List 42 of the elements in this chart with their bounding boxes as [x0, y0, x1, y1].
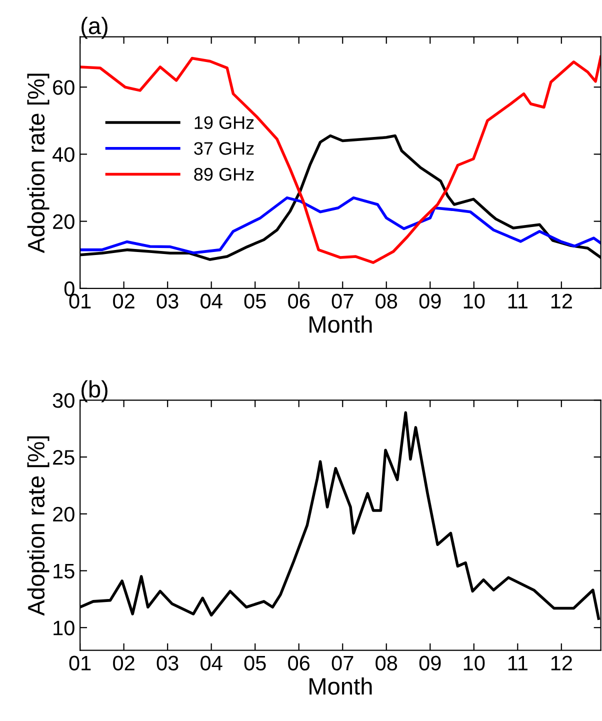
line-series [80, 196, 601, 254]
y-tick-label: 25 [53, 450, 74, 465]
line-series [80, 56, 601, 264]
x-tick-label: 04 [200, 294, 222, 309]
y-tick-label: 60 [53, 80, 74, 95]
x-tick-label: 07 [332, 656, 354, 671]
x-tick-label: 04 [200, 656, 222, 671]
y-tick-label: 10 [54, 620, 74, 636]
x-axis-title: Month [310, 315, 372, 333]
x-tick-label: 09 [419, 294, 441, 309]
x-tick-label: 03 [156, 294, 178, 309]
x-tick-label: 10 [464, 656, 485, 671]
chart-title: (a) [82, 16, 108, 39]
y-tick-label: 15 [54, 564, 74, 578]
x-tick-label: 02 [113, 294, 134, 309]
x-tick-label: 03 [156, 656, 178, 671]
x-tick-label: 11 [508, 294, 528, 308]
y-tick-label: 30 [52, 393, 74, 408]
legend-label: 19 GHz [194, 116, 254, 129]
legend-label: 89 GHz [194, 168, 254, 181]
x-tick-label: 01 [69, 656, 91, 671]
x-tick-label: 05 [244, 656, 266, 671]
y-tick-label: 20 [53, 506, 74, 522]
x-tick-label: 06 [288, 294, 310, 309]
x-tick-label: 08 [376, 656, 398, 671]
x-tick-label: 09 [419, 656, 441, 671]
x-axis-title: Month [310, 677, 372, 695]
y-tick-label: 20 [53, 214, 74, 230]
chart-title: (b) [82, 380, 108, 402]
x-tick-label: 11 [508, 656, 528, 670]
y-axis-title: Adoption rate [%] [27, 436, 50, 616]
x-tick-label: 02 [113, 656, 134, 671]
x-tick-label: 06 [288, 656, 310, 671]
x-tick-label: 10 [464, 294, 485, 309]
x-tick-label: 12 [551, 656, 572, 670]
x-tick-label: 07 [332, 294, 354, 309]
y-axis-title: Adoption rate [%] [27, 74, 50, 254]
y-tick-label: 40 [52, 147, 74, 162]
x-tick-label: 12 [551, 294, 572, 308]
legend-label: 37 GHz [194, 142, 254, 155]
x-tick-label: 08 [376, 294, 398, 309]
x-tick-label: 05 [244, 294, 266, 309]
